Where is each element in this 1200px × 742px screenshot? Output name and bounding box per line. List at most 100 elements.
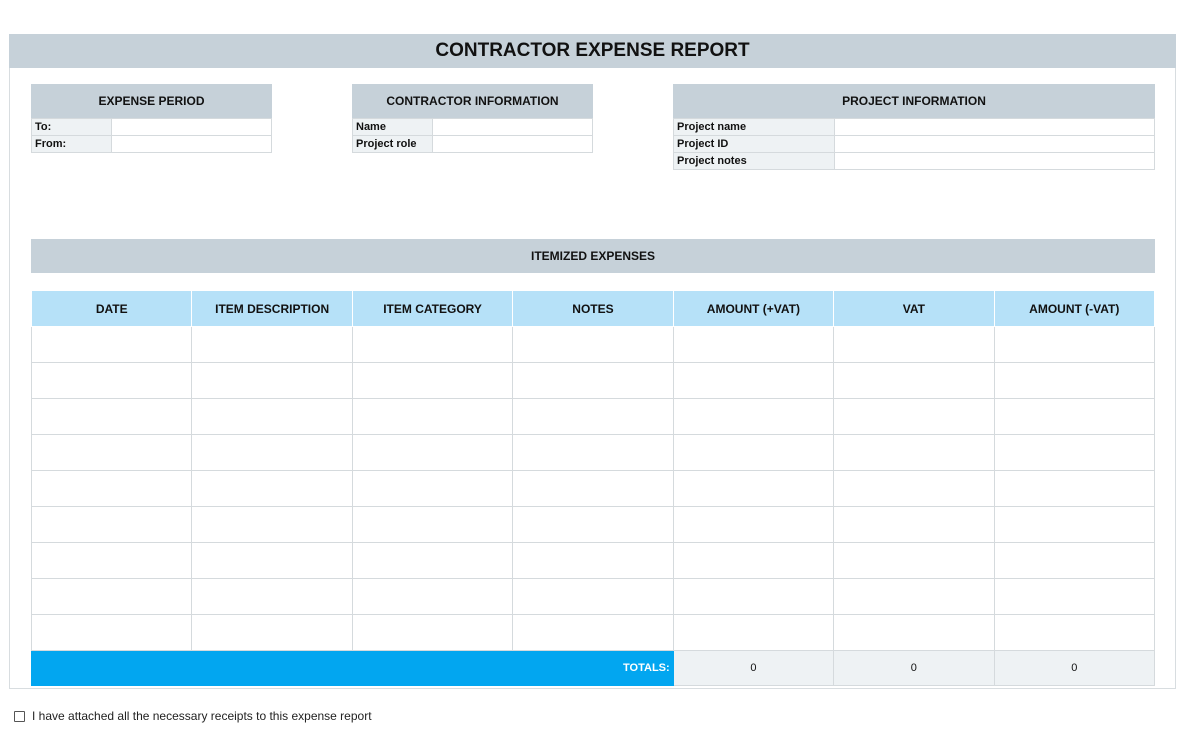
total-amount-minus-vat: 0 <box>993 650 1156 686</box>
cell-date[interactable] <box>30 434 193 471</box>
cell-notes[interactable] <box>512 398 674 435</box>
cell-item-category[interactable] <box>351 578 514 615</box>
cell-vat[interactable] <box>833 362 995 399</box>
cell-amount-plus-vat[interactable] <box>672 434 835 471</box>
cell-date[interactable] <box>30 398 193 435</box>
cell-amount-minus-vat[interactable] <box>993 398 1156 435</box>
project-notes-field[interactable] <box>834 152 1155 170</box>
cell-date[interactable] <box>30 542 193 579</box>
expense-period-row-to: To: <box>31 118 272 136</box>
cell-item-description[interactable] <box>191 434 353 471</box>
column-header-item-description: ITEM DESCRIPTION <box>191 290 353 327</box>
table-row <box>30 506 1156 543</box>
table-row <box>30 362 1156 399</box>
cell-vat[interactable] <box>833 542 995 579</box>
cell-notes[interactable] <box>512 362 674 399</box>
total-vat: 0 <box>833 650 995 686</box>
cell-notes[interactable] <box>512 470 674 507</box>
column-header-amount-minus-vat: AMOUNT (-VAT) <box>993 290 1156 327</box>
project-role-label: Project role <box>352 135 433 153</box>
cell-notes[interactable] <box>512 434 674 471</box>
cell-date[interactable] <box>30 362 193 399</box>
cell-item-category[interactable] <box>351 434 514 471</box>
project-notes-label: Project notes <box>673 152 835 170</box>
totals-label: TOTALS: <box>31 650 674 686</box>
cell-amount-minus-vat[interactable] <box>993 614 1156 651</box>
column-header-date: DATE <box>30 290 193 327</box>
column-header-row: DATE ITEM DESCRIPTION ITEM CATEGORY NOTE… <box>30 290 1156 327</box>
cell-notes[interactable] <box>512 506 674 543</box>
project-role-field[interactable] <box>432 135 593 153</box>
cell-amount-plus-vat[interactable] <box>672 614 835 651</box>
cell-amount-plus-vat[interactable] <box>672 326 835 363</box>
cell-item-description[interactable] <box>191 542 353 579</box>
cell-date[interactable] <box>30 578 193 615</box>
table-row <box>30 470 1156 507</box>
project-id-field[interactable] <box>834 135 1155 153</box>
project-name-field[interactable] <box>834 118 1155 136</box>
cell-item-description[interactable] <box>191 470 353 507</box>
cell-item-category[interactable] <box>351 614 514 651</box>
cell-amount-plus-vat[interactable] <box>672 398 835 435</box>
cell-date[interactable] <box>30 326 193 363</box>
cell-amount-plus-vat[interactable] <box>672 362 835 399</box>
cell-item-category[interactable] <box>351 326 514 363</box>
cell-item-description[interactable] <box>191 398 353 435</box>
cell-vat[interactable] <box>833 578 995 615</box>
cell-amount-minus-vat[interactable] <box>993 326 1156 363</box>
cell-notes[interactable] <box>512 614 674 651</box>
cell-amount-plus-vat[interactable] <box>672 506 835 543</box>
cell-item-category[interactable] <box>351 506 514 543</box>
to-field[interactable] <box>111 118 272 136</box>
cell-vat[interactable] <box>833 470 995 507</box>
project-row-notes: Project notes <box>673 152 1155 170</box>
project-row-id: Project ID <box>673 135 1155 153</box>
from-field[interactable] <box>111 135 272 153</box>
table-row <box>30 614 1156 651</box>
cell-date[interactable] <box>30 506 193 543</box>
column-header-notes: NOTES <box>512 290 674 327</box>
cell-item-category[interactable] <box>351 398 514 435</box>
cell-amount-minus-vat[interactable] <box>993 542 1156 579</box>
cell-vat[interactable] <box>833 398 995 435</box>
contractor-information-section: CONTRACTOR INFORMATION Name Project role <box>352 84 593 153</box>
cell-date[interactable] <box>30 614 193 651</box>
cell-notes[interactable] <box>512 542 674 579</box>
cell-amount-minus-vat[interactable] <box>993 506 1156 543</box>
cell-item-description[interactable] <box>191 578 353 615</box>
cell-notes[interactable] <box>512 578 674 615</box>
cell-amount-minus-vat[interactable] <box>993 578 1156 615</box>
cell-item-description[interactable] <box>191 326 353 363</box>
cell-amount-plus-vat[interactable] <box>672 470 835 507</box>
cell-vat[interactable] <box>833 326 995 363</box>
cell-item-category[interactable] <box>351 542 514 579</box>
total-amount-plus-vat: 0 <box>672 650 835 686</box>
cell-date[interactable] <box>30 470 193 507</box>
cell-amount-plus-vat[interactable] <box>672 578 835 615</box>
cell-item-description[interactable] <box>191 614 353 651</box>
receipt-confirmation[interactable]: I have attached all the necessary receip… <box>14 709 372 723</box>
project-row-name: Project name <box>673 118 1155 136</box>
cell-vat[interactable] <box>833 434 995 471</box>
cell-amount-minus-vat[interactable] <box>993 434 1156 471</box>
cell-item-description[interactable] <box>191 362 353 399</box>
cell-item-category[interactable] <box>351 362 514 399</box>
cell-vat[interactable] <box>833 614 995 651</box>
itemized-expenses-title: ITEMIZED EXPENSES <box>31 239 1155 273</box>
report-title: CONTRACTOR EXPENSE REPORT <box>9 34 1176 68</box>
cell-vat[interactable] <box>833 506 995 543</box>
cell-amount-plus-vat[interactable] <box>672 542 835 579</box>
cell-item-category[interactable] <box>351 470 514 507</box>
cell-item-description[interactable] <box>191 506 353 543</box>
name-field[interactable] <box>432 118 593 136</box>
itemized-expenses-table: DATE ITEM DESCRIPTION ITEM CATEGORY NOTE… <box>30 290 1156 686</box>
contractor-information-header: CONTRACTOR INFORMATION <box>352 84 593 118</box>
from-label: From: <box>31 135 112 153</box>
project-id-label: Project ID <box>673 135 835 153</box>
column-header-item-category: ITEM CATEGORY <box>351 290 514 327</box>
table-row <box>30 578 1156 615</box>
cell-amount-minus-vat[interactable] <box>993 470 1156 507</box>
cell-notes[interactable] <box>512 326 674 363</box>
cell-amount-minus-vat[interactable] <box>993 362 1156 399</box>
receipt-checkbox[interactable] <box>14 710 25 722</box>
